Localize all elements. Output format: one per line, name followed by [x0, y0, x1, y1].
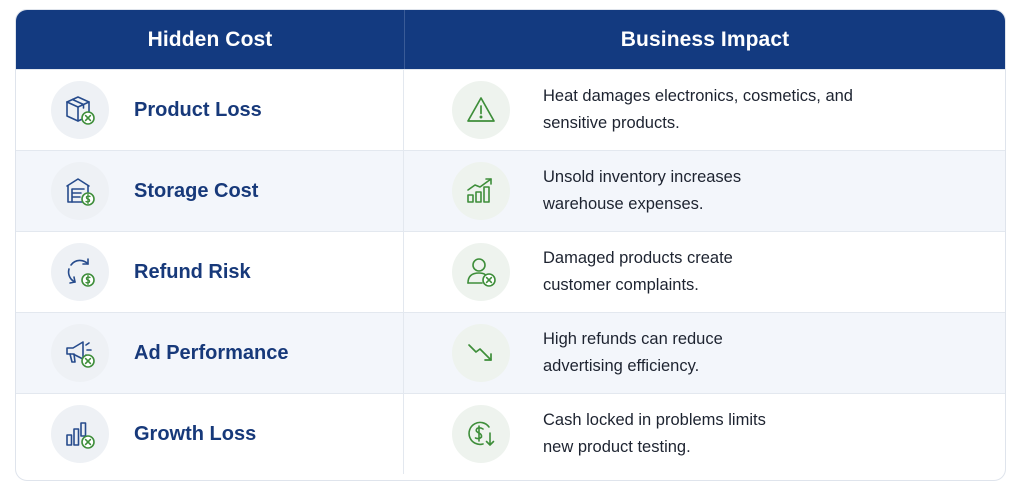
header-business-impact: Business Impact [620, 27, 790, 51]
table-row: Refund Risk Damaged products create cust… [16, 231, 1005, 312]
table-header: Hidden Cost Business Impact [16, 10, 1005, 69]
cost-cell: Refund Risk [16, 232, 404, 312]
table-row: Ad Performance High refunds can reduce a… [16, 312, 1005, 393]
impact-text: Cash locked in problems limits new produ… [543, 411, 766, 456]
cost-cell: Storage Cost [16, 151, 404, 231]
dollar-down-icon [452, 405, 510, 463]
warehouse-dollar-icon [51, 162, 109, 220]
cost-label: Ad Performance [134, 341, 289, 364]
cost-label: Product Loss [134, 98, 262, 121]
table-row: Growth Loss Cash locked in problems limi… [16, 393, 1005, 474]
bar-chart-up-icon [452, 162, 510, 220]
cost-label: Refund Risk [134, 260, 251, 283]
header-hidden-cost: Hidden Cost [16, 10, 405, 69]
cost-label: Growth Loss [134, 422, 257, 445]
impact-text: High refunds can reduce advertising effi… [543, 330, 723, 375]
box-x-icon [51, 81, 109, 139]
user-x-icon [452, 243, 510, 301]
impact-text: Unsold inventory increases warehouse exp… [543, 168, 742, 213]
chart-x-icon [51, 405, 109, 463]
impact-cell: Cash locked in problems limits new produ… [404, 394, 1005, 474]
impact-text: Damaged products create customer complai… [543, 249, 733, 294]
hidden-cost-table: Hidden Cost Business Impact Product Loss [15, 9, 1006, 481]
impact-cell: Damaged products create customer complai… [404, 232, 1005, 312]
table-row: Product Loss Heat damages electronics, c… [16, 69, 1005, 150]
megaphone-x-icon [51, 324, 109, 382]
trend-down-icon [452, 324, 510, 382]
table-row: Storage Cost Unsold inventory increases … [16, 150, 1005, 231]
cost-cell: Product Loss [16, 70, 404, 150]
impact-cell: High refunds can reduce advertising effi… [404, 313, 1005, 393]
refund-cycle-dollar-icon [51, 243, 109, 301]
cost-cell: Growth Loss [16, 394, 404, 474]
cost-cell: Ad Performance [16, 313, 404, 393]
warning-triangle-icon [452, 81, 510, 139]
impact-cell: Unsold inventory increases warehouse exp… [404, 151, 1005, 231]
impact-text: Heat damages electronics, cosmetics, and… [543, 87, 853, 132]
cost-label: Storage Cost [134, 179, 259, 202]
impact-cell: Heat damages electronics, cosmetics, and… [404, 70, 1005, 150]
